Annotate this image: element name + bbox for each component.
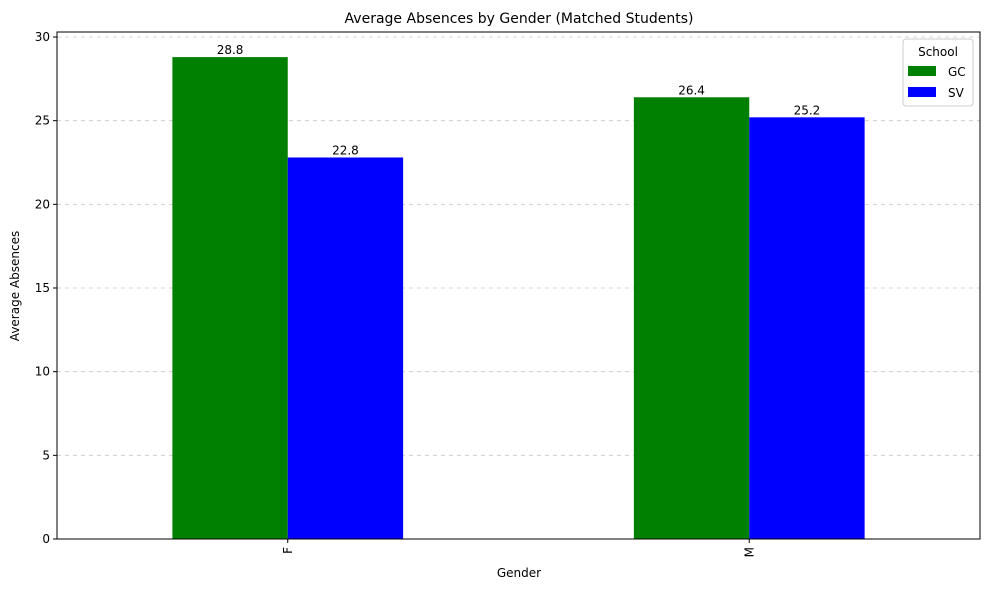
- y-axis-ticks: 0 5 10 15 20 25 30: [35, 30, 57, 546]
- bar-sv-f: [287, 157, 404, 539]
- y-tick-label: 0: [42, 532, 50, 546]
- y-tick-label: 25: [35, 114, 50, 128]
- data-label-sv-f: 22.8: [332, 143, 359, 157]
- x-tick-label-m: M: [742, 547, 756, 557]
- legend-entry-sv: SV: [948, 86, 965, 100]
- y-tick-label: 30: [35, 30, 50, 44]
- legend-entry-gc: GC: [948, 65, 966, 79]
- x-axis-label: Gender: [497, 566, 541, 580]
- data-labels: 28.8 22.8 26.4 25.2: [217, 43, 821, 157]
- data-label-gc-m: 26.4: [678, 83, 705, 97]
- data-label-sv-m: 25.2: [794, 103, 821, 117]
- y-axis-label: Average Absences: [8, 231, 22, 341]
- legend: School GC SV: [902, 38, 974, 107]
- legend-title: School: [918, 45, 958, 59]
- y-tick-label: 15: [35, 281, 50, 295]
- bars: [172, 57, 865, 540]
- y-tick-label: 10: [35, 365, 50, 379]
- data-label-gc-f: 28.8: [217, 43, 244, 57]
- legend-swatch-gc: [908, 66, 936, 76]
- x-tick-label-f: F: [281, 547, 295, 554]
- bar-gc-f: [172, 57, 288, 540]
- plot-frame: [56, 31, 981, 540]
- chart-title: Average Absences by Gender (Matched Stud…: [345, 11, 694, 27]
- bar-sv-m: [749, 117, 865, 539]
- legend-swatch-sv: [908, 87, 936, 97]
- y-tick-label: 20: [35, 197, 50, 211]
- y-tick-label: 5: [42, 448, 50, 462]
- bar-gc-m: [633, 97, 750, 540]
